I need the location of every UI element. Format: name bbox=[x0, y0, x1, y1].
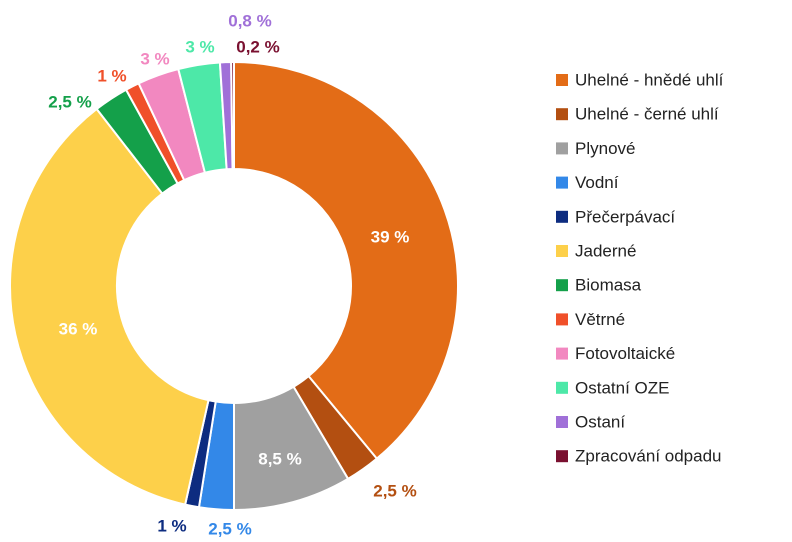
data-label: 0,8 % bbox=[228, 11, 271, 30]
data-label: 36 % bbox=[59, 319, 98, 338]
data-label: 2,5 % bbox=[48, 92, 91, 111]
legend-label: Vodní bbox=[575, 173, 619, 192]
data-label: 2,5 % bbox=[373, 481, 416, 500]
data-label: 8,5 % bbox=[258, 449, 301, 468]
data-label: 2,5 % bbox=[208, 519, 251, 538]
data-label: 3 % bbox=[185, 37, 214, 56]
legend-label: Zpracování odpadu bbox=[575, 447, 722, 466]
legend-swatch bbox=[556, 245, 568, 257]
legend-swatch bbox=[556, 108, 568, 121]
legend-label: Ostaní bbox=[575, 412, 625, 431]
data-label: 3 % bbox=[140, 49, 169, 68]
data-label: 0,2 % bbox=[236, 37, 279, 56]
legend-swatch bbox=[556, 313, 568, 326]
legend-swatch bbox=[556, 416, 568, 428]
legend-swatch bbox=[556, 210, 568, 223]
legend-label: Větrné bbox=[575, 310, 625, 329]
legend-swatch bbox=[556, 176, 568, 189]
legend-label: Plynové bbox=[575, 139, 635, 158]
legend-swatch bbox=[556, 74, 568, 86]
legend-label: Uhelné - černé uhlí bbox=[575, 105, 719, 124]
legend-swatch bbox=[556, 279, 568, 292]
data-label: 1 % bbox=[157, 516, 186, 535]
legend-swatch bbox=[556, 450, 568, 463]
data-label: 1 % bbox=[97, 66, 126, 85]
legend-swatch bbox=[556, 347, 568, 360]
legend-label: Fotovoltaické bbox=[575, 344, 675, 363]
legend-swatch bbox=[556, 381, 568, 394]
legend-label: Přečerpávací bbox=[575, 207, 675, 226]
legend-swatch bbox=[556, 142, 568, 155]
donut-slice bbox=[233, 60, 459, 461]
legend-label: Ostatní OZE bbox=[575, 378, 669, 397]
donut-slice bbox=[9, 107, 210, 506]
donut-slice bbox=[230, 60, 235, 171]
data-label: 39 % bbox=[371, 227, 410, 246]
legend-label: Uhelné - hnědé uhlí bbox=[575, 70, 724, 89]
legend-label: Jaderné bbox=[575, 241, 636, 260]
legend-label: Biomasa bbox=[575, 276, 642, 295]
